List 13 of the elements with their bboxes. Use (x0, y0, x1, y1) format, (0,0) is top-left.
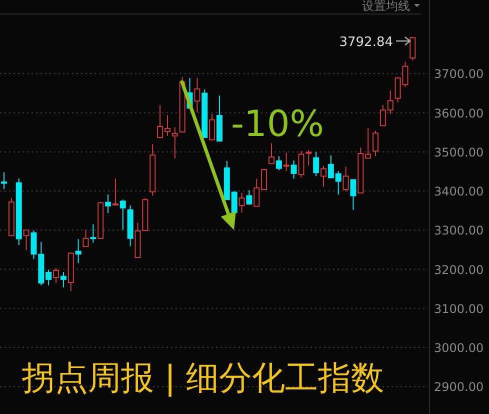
y-tick-label: 3200.00 (434, 262, 484, 277)
annotation: -10% (231, 104, 324, 145)
y-tick-label: 3500.00 (434, 145, 484, 160)
y-tick-label: 3600.00 (434, 106, 484, 120)
y-tick-label: 3700.00 (434, 67, 484, 82)
text: 拐点周报 | 细分化工指数 (21, 358, 384, 397)
text: 设置均线 (362, 0, 410, 13)
y-tick-label: 3300.00 (434, 224, 484, 238)
y-tick-label: 3100.00 (434, 302, 484, 316)
y-tick-label: 3000.00 (434, 341, 484, 355)
y-tick-label: 3400.00 (434, 184, 484, 199)
annotation: 3792.84 (339, 35, 393, 50)
y-tick-label: 2900.00 (434, 380, 484, 394)
